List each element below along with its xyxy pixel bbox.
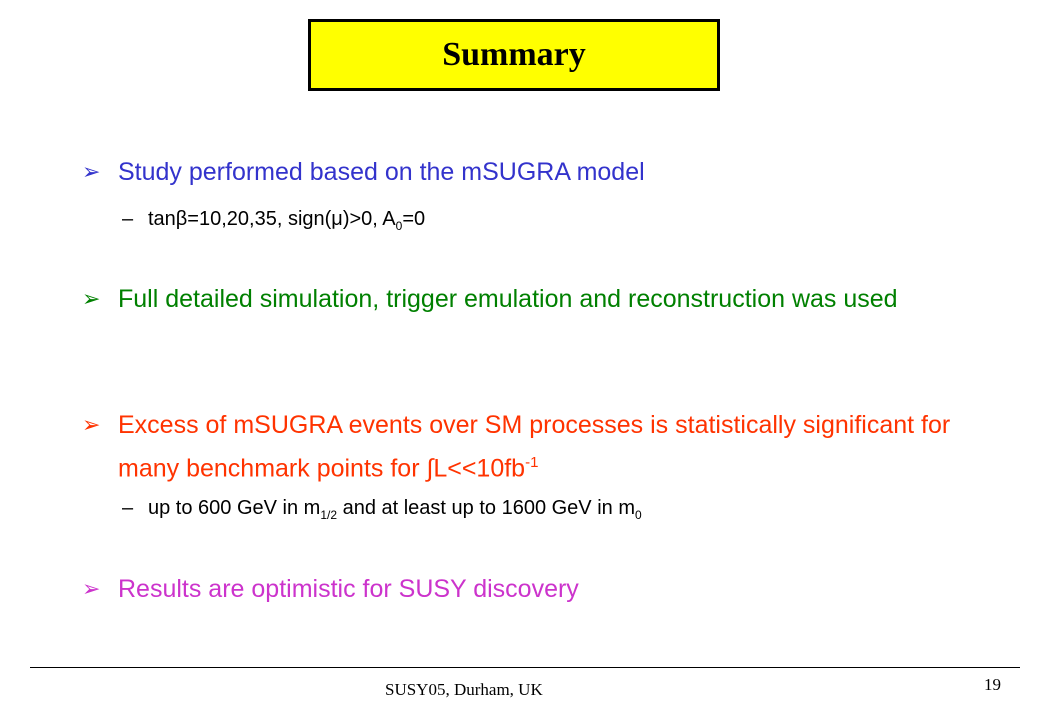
sub-bullet-parameters: – tanβ=10,20,35, sign(μ)>0, A0=0: [122, 205, 425, 240]
arrow-bullet-icon: ➢: [82, 576, 101, 601]
arrow-bullet-icon: ➢: [82, 159, 101, 184]
dash-icon: –: [122, 497, 134, 519]
footer-text: SUSY05, Durham, UK: [385, 680, 543, 699]
dash-icon: –: [122, 208, 134, 230]
sub-bullet-reach: – up to 600 GeV in m1/2 and at least up t…: [122, 494, 642, 529]
bullet-results: ➢ Results are optimistic for SUSY discov…: [82, 570, 978, 608]
bullet-excess: ➢ Excess of mSUGRA events over SM proces…: [82, 406, 978, 487]
title-box: Summary: [308, 19, 720, 91]
footer-divider: [30, 667, 1020, 668]
bullet-text: Excess of mSUGRA events over SM processe…: [118, 411, 951, 483]
arrow-bullet-icon: ➢: [82, 412, 101, 437]
bullet-study: ➢ Study performed based on the mSUGRA mo…: [82, 153, 978, 191]
page-number: 19: [984, 675, 1001, 694]
bullet-text: Study performed based on the mSUGRA mode…: [118, 158, 645, 186]
bullet-simulation: ➢ Full detailed simulation, trigger emul…: [82, 280, 978, 318]
bullet-text: Full detailed simulation, trigger emulat…: [118, 285, 898, 313]
arrow-bullet-icon: ➢: [82, 286, 101, 311]
bullet-text: Results are optimistic for SUSY discover…: [118, 575, 579, 603]
page-title: Summary: [442, 36, 586, 73]
